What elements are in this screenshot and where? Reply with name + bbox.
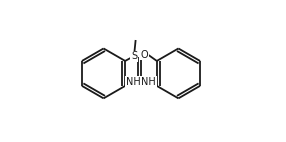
Text: NH: NH xyxy=(126,77,140,87)
Text: O: O xyxy=(141,50,148,60)
Text: S: S xyxy=(131,51,137,61)
Text: NH: NH xyxy=(142,77,156,87)
